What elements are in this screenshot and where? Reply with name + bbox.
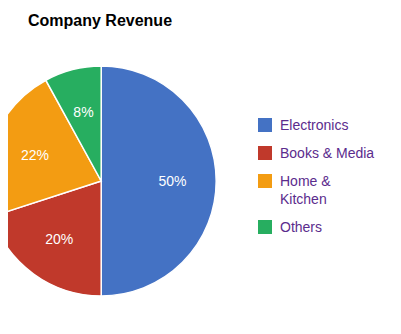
svg-text:8%: 8% xyxy=(73,104,93,120)
svg-text:22%: 22% xyxy=(21,147,49,163)
html-text:Others: Others xyxy=(280,219,322,235)
html-text:Home & Kitchen: Home & Kitchen xyxy=(280,173,331,207)
html-text:Books & Media: Books & Media xyxy=(280,145,375,161)
svg-text:20%: 20% xyxy=(45,231,73,247)
svg-text:50%: 50% xyxy=(158,173,186,189)
html-text:Company Revenue: Company Revenue xyxy=(28,12,172,29)
html-text:Electronics: Electronics xyxy=(280,117,349,133)
